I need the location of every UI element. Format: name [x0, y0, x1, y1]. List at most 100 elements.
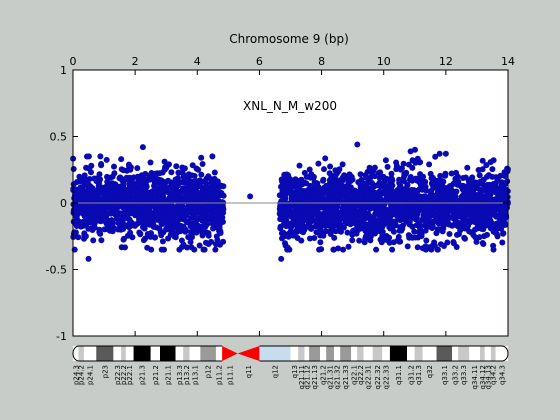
data-point — [443, 209, 450, 216]
data-point — [179, 164, 186, 171]
data-point — [173, 163, 180, 170]
data-point — [346, 183, 352, 190]
chromosome-band — [175, 346, 184, 361]
data-point — [192, 210, 199, 216]
data-point — [326, 170, 333, 177]
chromosome-band — [304, 346, 310, 361]
data-point — [398, 165, 405, 172]
data-point — [498, 205, 504, 212]
data-point — [375, 198, 382, 205]
band-label: q32 — [426, 365, 434, 378]
data-point — [153, 209, 160, 216]
data-point — [430, 219, 437, 225]
data-point — [144, 231, 151, 237]
data-point — [447, 183, 454, 190]
data-point — [481, 233, 488, 240]
data-point — [426, 223, 433, 230]
data-point — [312, 223, 319, 230]
y-tick-label: -1 — [56, 330, 67, 343]
band-label: p24.3 — [72, 365, 80, 385]
data-point — [125, 187, 132, 194]
data-point — [94, 196, 101, 203]
data-point — [328, 211, 335, 218]
band-label: p11.2 — [216, 365, 224, 385]
data-point — [334, 193, 341, 199]
band-label: q21.31 — [327, 365, 335, 389]
chromosome-band — [407, 346, 415, 361]
data-point — [499, 213, 506, 220]
data-point — [349, 237, 356, 244]
outlier-point — [139, 144, 146, 151]
data-point — [203, 239, 209, 246]
data-point — [493, 189, 500, 196]
chromosome-band — [340, 346, 352, 361]
data-point — [293, 217, 300, 224]
data-point — [103, 203, 110, 210]
data-point — [293, 227, 300, 234]
data-point — [418, 233, 425, 240]
data-point — [204, 199, 210, 206]
data-point — [209, 153, 216, 160]
data-point — [99, 213, 106, 220]
data-point — [219, 204, 226, 211]
data-point — [435, 180, 442, 187]
outlier-point — [118, 156, 125, 163]
data-point — [352, 220, 359, 227]
data-point — [203, 183, 209, 190]
chromosome-band — [73, 346, 79, 361]
data-point — [385, 194, 392, 201]
data-point — [331, 200, 338, 207]
data-point — [337, 224, 343, 231]
data-point — [470, 207, 477, 214]
data-point — [455, 203, 462, 210]
data-point — [472, 185, 479, 192]
data-point — [441, 243, 447, 249]
data-point — [90, 237, 97, 244]
data-point — [413, 214, 420, 221]
data-point — [282, 240, 288, 247]
data-point — [452, 218, 459, 225]
data-point — [309, 192, 316, 199]
data-point — [378, 212, 385, 218]
data-point — [292, 195, 299, 202]
data-point — [277, 225, 284, 232]
data-point — [127, 222, 134, 229]
chromosome-band — [125, 346, 134, 361]
data-point — [500, 230, 507, 237]
data-point — [470, 232, 477, 238]
band-label: p24.1 — [87, 365, 95, 385]
data-point — [357, 171, 364, 178]
data-point — [487, 189, 494, 196]
data-point — [387, 212, 394, 219]
data-point — [412, 234, 419, 241]
data-point — [298, 209, 305, 216]
data-point — [282, 220, 289, 227]
data-point — [111, 170, 118, 177]
data-point — [303, 197, 310, 204]
data-point — [455, 231, 462, 238]
data-point — [344, 211, 351, 218]
data-point — [442, 204, 449, 211]
data-point — [119, 177, 126, 183]
band-label: p22.3 — [114, 365, 122, 385]
data-point — [200, 246, 207, 253]
data-point — [307, 174, 314, 181]
data-point — [141, 225, 148, 232]
band-label: q33.3 — [460, 365, 468, 385]
chromosome-band — [351, 346, 358, 361]
data-point — [298, 191, 305, 198]
data-point — [82, 233, 89, 240]
data-point — [318, 215, 325, 222]
chromosome-band — [490, 346, 496, 361]
data-point — [376, 175, 383, 182]
data-point — [417, 172, 424, 179]
data-point — [398, 204, 405, 211]
data-point — [220, 238, 227, 245]
data-point — [108, 184, 115, 191]
data-point — [440, 178, 447, 185]
data-point — [379, 228, 386, 235]
data-point — [476, 217, 483, 224]
data-point — [411, 187, 417, 194]
data-point — [493, 213, 500, 220]
chromosome-band — [113, 346, 122, 361]
